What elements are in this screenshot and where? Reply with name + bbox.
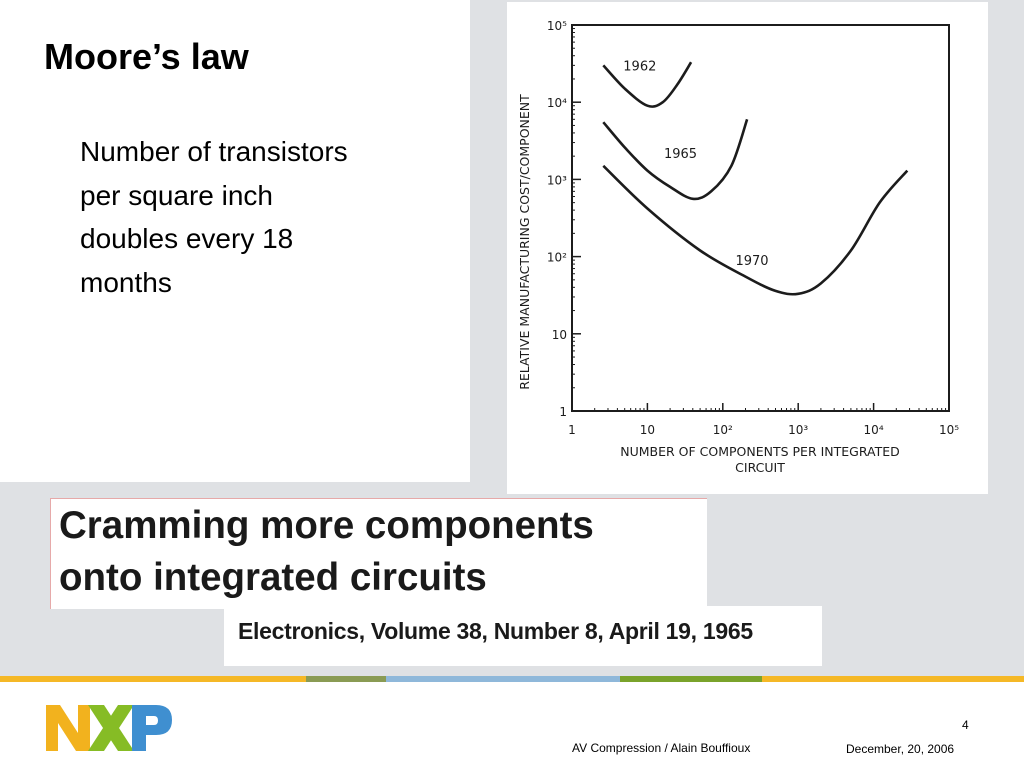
footer-stripe-2: [306, 676, 386, 682]
x-tick-label: 10³: [788, 423, 808, 437]
footer-date: December, 20, 2006: [846, 742, 955, 756]
x-tick-label: 10: [640, 423, 655, 437]
y-axis-label: RELATIVE MANUFACTURING COST/COMPONENT: [517, 94, 532, 390]
series-line-1970: [602, 164, 909, 296]
y-tick-label: 10: [552, 328, 567, 342]
article-title-line-2: onto integrated circuits: [59, 556, 487, 599]
nxp-logo-icon: [46, 705, 172, 751]
slide-title: Moore’s law: [44, 36, 249, 77]
citation-banner: Electronics, Volume 38, Number 8, April …: [224, 606, 822, 666]
article-title-banner: Cramming more components onto integrated…: [50, 498, 707, 609]
x-tick-label: 10⁵: [939, 423, 959, 437]
series-line-1962: [602, 61, 693, 108]
footer-author: AV Compression / Alain Bouffioux: [572, 741, 751, 755]
x-tick-label: 1: [568, 423, 576, 437]
footer-stripe-4: [620, 676, 762, 682]
series-label-1962: 1962: [623, 59, 656, 74]
x-tick-label: 10⁴: [864, 423, 884, 437]
page-number: 4: [962, 718, 969, 732]
citation-text: Electronics, Volume 38, Number 8, April …: [238, 618, 753, 644]
y-tick-label: 10³: [547, 173, 567, 187]
y-tick-label: 10⁵: [547, 19, 567, 33]
slide-body-text: Number of transistors per square inch do…: [80, 136, 348, 298]
x-axis-label: NUMBER OF COMPONENTS PER INTEGRATED: [620, 444, 900, 459]
article-title-line-1: Cramming more components: [59, 504, 594, 547]
cost-curve-chart: 1 10 10² 10³ 10⁴ 10⁵ 1 10 10² 10³ 10⁴ 10⁵ NUMBER OF …: [517, 19, 959, 475]
plot-frame: [571, 24, 950, 412]
x-tick-label: 10²: [713, 423, 733, 437]
text-panel: [0, 0, 470, 482]
series-line-1965: [602, 118, 749, 201]
footer-stripe-5: [762, 676, 1024, 682]
y-tick-label: 10⁴: [547, 96, 567, 110]
footer-stripe-3: [386, 676, 620, 682]
series-label-1965: 1965: [664, 147, 697, 162]
cost-curve-figure: 1 10 10² 10³ 10⁴ 10⁵ 1 10 10² 10³ 10⁴ 10⁵ NUMBER OF …: [507, 2, 988, 494]
x-axis-label-line-2: CIRCUIT: [735, 460, 785, 475]
y-tick-label: 1: [559, 405, 567, 419]
y-tick-label: 10²: [547, 251, 567, 265]
series-label-1970: 1970: [735, 254, 768, 269]
footer-stripe-1: [0, 676, 306, 682]
